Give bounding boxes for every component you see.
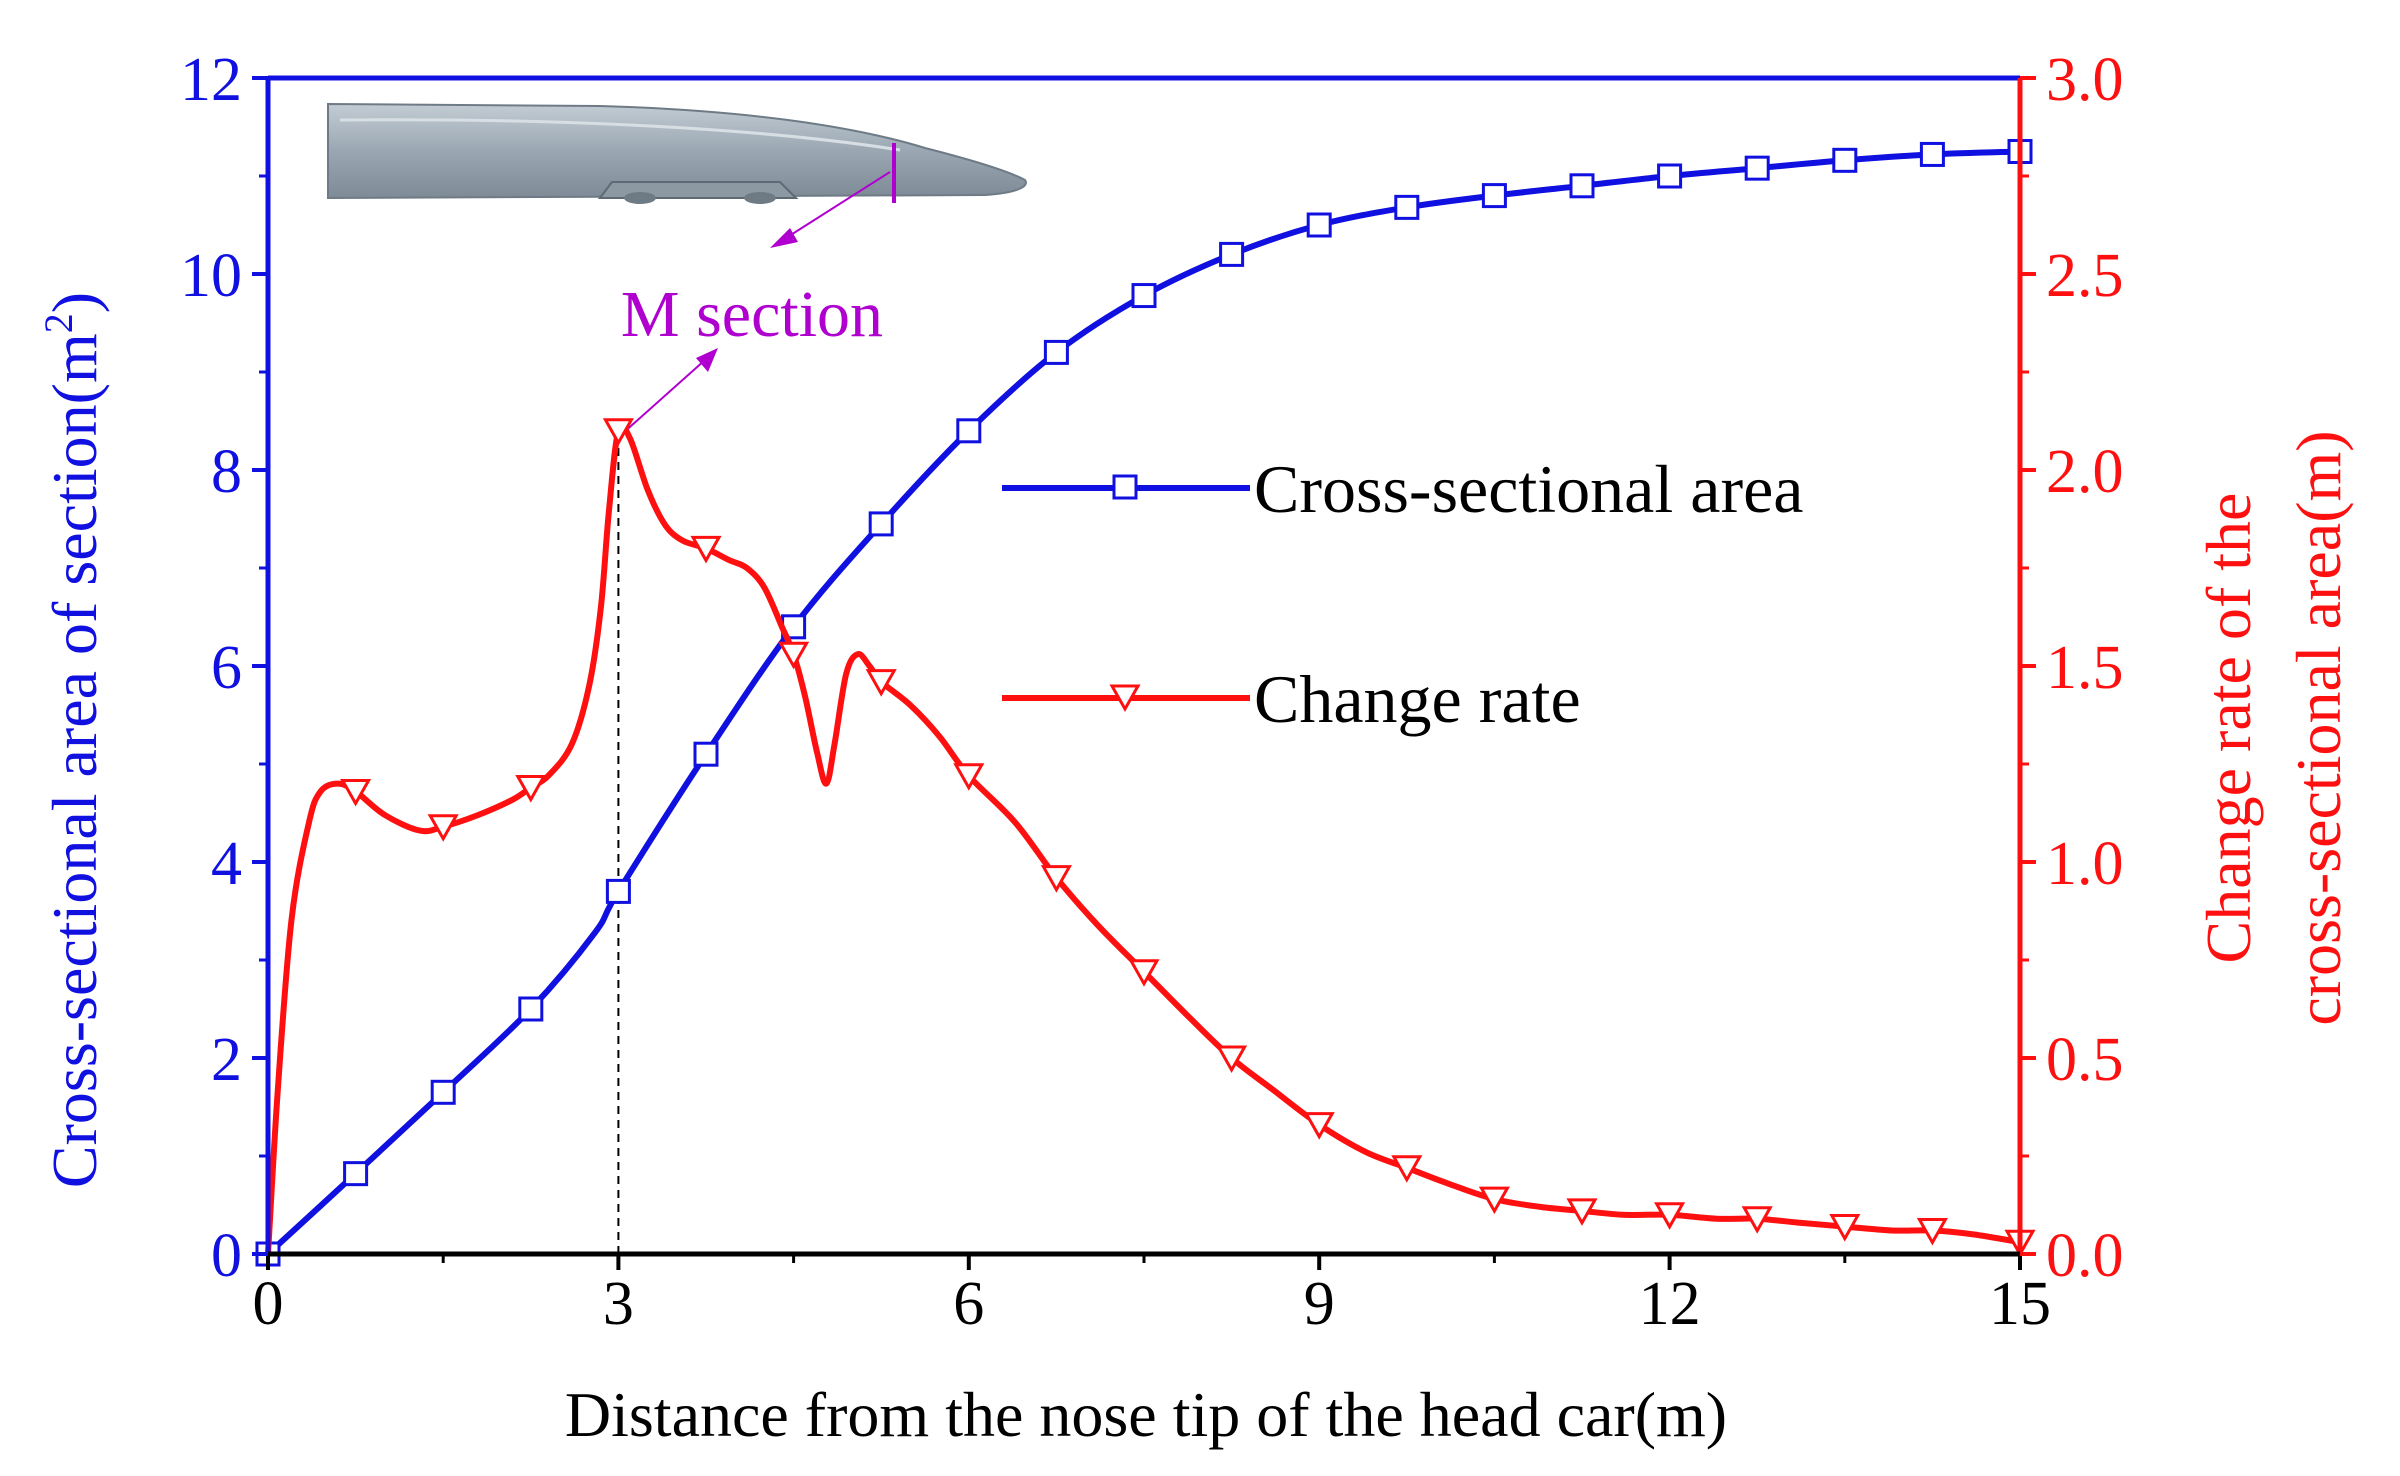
area-point bbox=[518, 996, 544, 1022]
m-section-label: M section bbox=[621, 278, 883, 351]
m-section-annotation: M section bbox=[621, 171, 891, 435]
annotation-arrow-down bbox=[785, 171, 891, 239]
rate-point bbox=[953, 763, 985, 791]
rate-point bbox=[602, 418, 634, 446]
train-highlight bbox=[339, 118, 901, 152]
rate-point bbox=[340, 778, 372, 807]
area-point bbox=[1919, 141, 1945, 167]
area-point bbox=[1569, 173, 1595, 199]
rate-point bbox=[1654, 1202, 1686, 1230]
legend-area-marker bbox=[1112, 474, 1138, 500]
y-left-tick-label: 12 bbox=[180, 46, 242, 114]
rate-point bbox=[427, 814, 459, 842]
axes-layer bbox=[252, 75, 2036, 1270]
y-right-tick-label: 2.0 bbox=[2046, 438, 2124, 506]
legend: Cross-sectional area Change rate bbox=[1002, 451, 1803, 737]
area-point bbox=[605, 878, 631, 904]
rate-point bbox=[778, 641, 810, 670]
area-point bbox=[1657, 163, 1683, 189]
rate-point bbox=[1040, 865, 1072, 893]
legend-rate-marker bbox=[1109, 684, 1141, 713]
y-left-tick-label: 8 bbox=[211, 438, 242, 506]
area-series-line bbox=[265, 148, 2021, 1257]
rate-series-line bbox=[265, 422, 2021, 1255]
series-layer bbox=[255, 139, 2036, 1267]
area-point bbox=[1832, 147, 1858, 173]
area-point bbox=[343, 1161, 369, 1187]
y-left-title-close: ) bbox=[39, 292, 110, 313]
x-tick-label: 9 bbox=[1304, 1270, 1335, 1338]
area-point bbox=[1394, 194, 1420, 220]
tick-labels: 0 3 6 9 12 15 0 2 4 6 8 10 12 0.0 0.5 1.0 1.5 2.0 2.5 3.0 bbox=[180, 46, 2124, 1338]
rate-point bbox=[1128, 959, 1160, 987]
train-nose-illustration bbox=[327, 102, 1027, 204]
y-right-tick-label: 0.5 bbox=[2046, 1026, 2124, 1094]
rate-point bbox=[1216, 1045, 1248, 1074]
y-right-axis-title-line1: Change rate of the bbox=[2193, 493, 2264, 964]
rate-point bbox=[1478, 1186, 1510, 1215]
y-left-title-main: Cross-sectional area of section(m bbox=[39, 333, 110, 1188]
rate-point bbox=[1303, 1112, 1335, 1140]
y-left-tick-label: 4 bbox=[211, 830, 242, 898]
y-left-axis-title: Cross-sectional area of section(m2) bbox=[36, 292, 110, 1188]
area-point bbox=[1131, 283, 1157, 309]
area-point bbox=[1744, 155, 1770, 181]
x-tick-label: 3 bbox=[603, 1270, 634, 1338]
y-left-title-superscript: 2 bbox=[36, 313, 81, 333]
legend-area-label: Cross-sectional area bbox=[1254, 451, 1803, 527]
area-point bbox=[956, 418, 982, 444]
y-right-tick-label: 1.0 bbox=[2046, 830, 2124, 898]
x-tick-label: 6 bbox=[953, 1270, 984, 1338]
x-tick-label: 12 bbox=[1639, 1270, 1701, 1338]
area-point bbox=[1306, 212, 1332, 238]
y-left-tick-label: 10 bbox=[180, 242, 242, 310]
rate-point bbox=[1566, 1198, 1598, 1226]
x-axis-title: Distance from the nose tip of the head c… bbox=[565, 1379, 1727, 1450]
annotation-arrow-up bbox=[621, 359, 706, 435]
area-point bbox=[430, 1079, 456, 1105]
area-point bbox=[1481, 183, 1507, 209]
area-point bbox=[693, 741, 719, 767]
area-point bbox=[868, 511, 894, 537]
y-right-tick-label: 1.5 bbox=[2046, 634, 2124, 702]
y-left-tick-label: 6 bbox=[211, 634, 242, 702]
area-point bbox=[1219, 241, 1245, 267]
x-tick-label: 0 bbox=[253, 1270, 284, 1338]
train-body bbox=[327, 102, 1027, 200]
y-right-tick-label: 2.5 bbox=[2046, 242, 2124, 310]
area-point bbox=[1043, 339, 1069, 365]
y-left-tick-label: 0 bbox=[211, 1222, 242, 1290]
y-right-tick-label: 0.0 bbox=[2046, 1222, 2124, 1290]
y-right-tick-label: 3.0 bbox=[2046, 46, 2124, 114]
legend-rate-label: Change rate bbox=[1254, 661, 1581, 737]
rate-point bbox=[1916, 1217, 1948, 1246]
y-left-tick-label: 2 bbox=[211, 1026, 242, 1094]
annotation-arrowhead-down bbox=[770, 228, 798, 248]
rate-point bbox=[515, 775, 547, 803]
rate-point bbox=[1829, 1214, 1861, 1242]
y-right-axis-title-line2: cross-sectional area(m) bbox=[2283, 430, 2354, 1025]
annotation-arrowhead-up bbox=[696, 348, 718, 372]
rate-point bbox=[690, 535, 722, 564]
train-wheel bbox=[744, 192, 776, 204]
rate-point bbox=[865, 669, 897, 697]
x-tick-label: 15 bbox=[1989, 1270, 2051, 1338]
train-wheel bbox=[624, 192, 656, 204]
rate-point bbox=[1741, 1206, 1773, 1234]
rate-point bbox=[1391, 1155, 1423, 1183]
